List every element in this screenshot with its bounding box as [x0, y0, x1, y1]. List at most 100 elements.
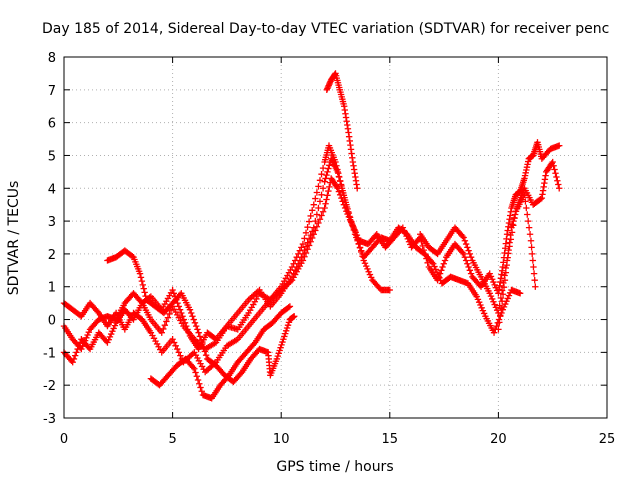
- data-point: [201, 348, 209, 355]
- data-point: [509, 221, 516, 228]
- data-point: [492, 304, 500, 311]
- data-point: [529, 257, 537, 264]
- data-point: [439, 263, 446, 271]
- data-point: [333, 183, 340, 191]
- data-point: [288, 273, 296, 281]
- data-point: [196, 333, 204, 340]
- data-point: [302, 243, 310, 250]
- data-point: [441, 257, 449, 264]
- data-point: [290, 270, 297, 277]
- data-point: [552, 170, 559, 177]
- data-point: [250, 340, 258, 348]
- data-point: [276, 347, 283, 354]
- data-point: [435, 271, 442, 279]
- data-point: [363, 262, 370, 270]
- data-point: [180, 316, 187, 323]
- data-point: [341, 196, 349, 204]
- series-track-1: [60, 139, 563, 366]
- data-point: [309, 207, 316, 214]
- data-point: [307, 231, 314, 239]
- data-point: [343, 201, 350, 208]
- data-point: [160, 325, 167, 333]
- data-point: [312, 217, 319, 225]
- data-point: [438, 267, 445, 274]
- series-track-5: [104, 247, 298, 386]
- data-point: [513, 204, 521, 212]
- data-point: [110, 325, 117, 332]
- data-point: [525, 224, 533, 231]
- data-point: [280, 336, 287, 343]
- data-point: [316, 216, 324, 223]
- data-point: [351, 231, 359, 238]
- data-point: [555, 181, 562, 188]
- data-point: [554, 177, 561, 184]
- y-tick-label: 6: [48, 117, 56, 132]
- data-point: [493, 306, 501, 314]
- data-point: [192, 369, 199, 376]
- data-point: [506, 239, 513, 246]
- data-point: [479, 307, 487, 314]
- data-point: [335, 173, 343, 180]
- data-point: [191, 319, 199, 327]
- data-point: [273, 355, 281, 363]
- y-tick-label: 3: [48, 215, 56, 230]
- data-point: [503, 261, 510, 269]
- data-point: [348, 218, 355, 225]
- data-point: [462, 240, 470, 248]
- data-point: [169, 336, 176, 343]
- data-point: [529, 250, 536, 258]
- data-point: [200, 344, 207, 351]
- series-track-4: [147, 303, 294, 402]
- data-point: [325, 187, 332, 195]
- data-point: [237, 370, 245, 377]
- data-point: [109, 328, 116, 335]
- data-point: [305, 235, 313, 243]
- data-point: [140, 285, 147, 292]
- data-point: [430, 260, 437, 267]
- data-point: [319, 185, 327, 192]
- data-point: [511, 214, 518, 222]
- y-tick-label: -1: [43, 346, 56, 361]
- x-tick-label: 20: [490, 432, 507, 447]
- data-point: [318, 212, 325, 219]
- data-point: [386, 286, 393, 294]
- data-point: [344, 205, 351, 213]
- data-point: [491, 301, 498, 308]
- data-point: [169, 286, 176, 294]
- data-point: [196, 380, 203, 387]
- data-point: [170, 339, 178, 346]
- data-point: [459, 232, 466, 240]
- data-point: [505, 292, 513, 299]
- data-point: [285, 319, 293, 326]
- data-point: [467, 253, 475, 261]
- data-point: [137, 274, 145, 281]
- data-point: [500, 283, 508, 291]
- data-point: [106, 333, 114, 341]
- data-point: [198, 388, 205, 395]
- data-point: [530, 263, 537, 271]
- x-tick-label: 10: [273, 432, 290, 447]
- data-point: [466, 267, 474, 274]
- data-point: [480, 310, 488, 317]
- data-point: [138, 277, 146, 285]
- data-point: [85, 329, 93, 336]
- data-point: [137, 298, 145, 305]
- data-point: [191, 365, 198, 372]
- data-point: [322, 175, 329, 182]
- y-tick-label: 5: [48, 149, 56, 164]
- x-axis-label: GPS time / hours: [276, 459, 393, 475]
- data-point: [490, 298, 497, 305]
- data-point: [83, 334, 90, 342]
- y-tick-label: 8: [48, 51, 56, 66]
- data-point: [495, 326, 502, 333]
- data-point: [304, 223, 311, 231]
- data-point: [465, 247, 472, 254]
- data-point: [298, 244, 305, 251]
- data-point: [491, 281, 498, 289]
- data-point: [322, 200, 329, 207]
- data-point: [296, 257, 304, 264]
- x-tick-label: 5: [168, 432, 176, 447]
- data-point: [553, 173, 560, 181]
- data-point: [284, 321, 292, 329]
